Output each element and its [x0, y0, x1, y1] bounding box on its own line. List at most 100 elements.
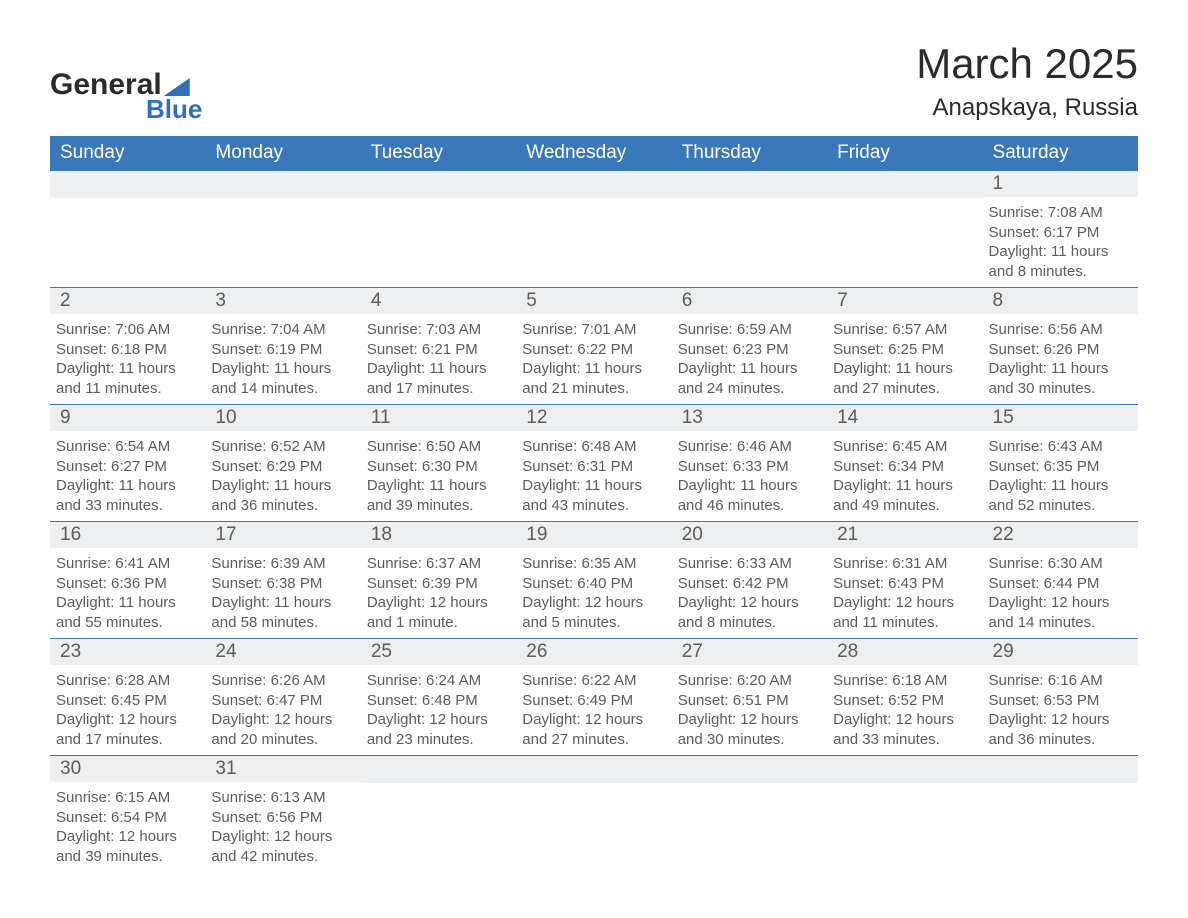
day-details: Sunrise: 6:37 AMSunset: 6:39 PMDaylight:… [361, 548, 516, 638]
blank-day-bar [361, 171, 516, 198]
calendar-day-cell: 9Sunrise: 6:54 AMSunset: 6:27 PMDaylight… [50, 405, 205, 522]
calendar-day-cell [205, 171, 360, 288]
calendar-week-row: 23Sunrise: 6:28 AMSunset: 6:45 PMDayligh… [50, 639, 1138, 756]
sunrise-text: Sunrise: 6:41 AM [56, 554, 199, 574]
day-number: 18 [361, 522, 516, 548]
day-number: 13 [672, 405, 827, 431]
blank-day-bar [672, 756, 827, 783]
calendar-day-cell: 23Sunrise: 6:28 AMSunset: 6:45 PMDayligh… [50, 639, 205, 756]
sunrise-text: Sunrise: 6:33 AM [678, 554, 821, 574]
calendar-day-cell [516, 756, 671, 873]
daylight-text: Daylight: 12 hours and 17 minutes. [56, 710, 199, 749]
daylight-text: Daylight: 12 hours and 20 minutes. [211, 710, 354, 749]
daylight-text: Daylight: 12 hours and 33 minutes. [833, 710, 976, 749]
calendar-day-cell: 5Sunrise: 7:01 AMSunset: 6:22 PMDaylight… [516, 288, 671, 405]
sunrise-text: Sunrise: 6:31 AM [833, 554, 976, 574]
sunset-text: Sunset: 6:18 PM [56, 340, 199, 360]
day-details: Sunrise: 6:22 AMSunset: 6:49 PMDaylight:… [516, 665, 671, 755]
daylight-text: Daylight: 12 hours and 5 minutes. [522, 593, 665, 632]
calendar-day-cell: 16Sunrise: 6:41 AMSunset: 6:36 PMDayligh… [50, 522, 205, 639]
sunset-text: Sunset: 6:33 PM [678, 457, 821, 477]
daylight-text: Daylight: 12 hours and 23 minutes. [367, 710, 510, 749]
sunrise-text: Sunrise: 6:56 AM [989, 320, 1132, 340]
title-block: March 2025 Anapskaya, Russia [916, 40, 1138, 122]
sunrise-text: Sunrise: 6:59 AM [678, 320, 821, 340]
calendar-day-cell: 12Sunrise: 6:48 AMSunset: 6:31 PMDayligh… [516, 405, 671, 522]
day-number: 23 [50, 639, 205, 665]
sunrise-text: Sunrise: 6:57 AM [833, 320, 976, 340]
day-number: 21 [827, 522, 982, 548]
day-details: Sunrise: 6:41 AMSunset: 6:36 PMDaylight:… [50, 548, 205, 638]
day-number: 12 [516, 405, 671, 431]
day-number: 31 [205, 756, 360, 782]
daylight-text: Daylight: 11 hours and 17 minutes. [367, 359, 510, 398]
daylight-text: Daylight: 12 hours and 8 minutes. [678, 593, 821, 632]
calendar-week-row: 1Sunrise: 7:08 AMSunset: 6:17 PMDaylight… [50, 171, 1138, 288]
weekday-header-row: SundayMondayTuesdayWednesdayThursdayFrid… [50, 136, 1138, 171]
day-details: Sunrise: 6:28 AMSunset: 6:45 PMDaylight:… [50, 665, 205, 755]
day-number: 9 [50, 405, 205, 431]
sunset-text: Sunset: 6:23 PM [678, 340, 821, 360]
sunset-text: Sunset: 6:40 PM [522, 574, 665, 594]
logo-line1: General [50, 70, 202, 100]
sunrise-text: Sunrise: 7:04 AM [211, 320, 354, 340]
sunset-text: Sunset: 6:45 PM [56, 691, 199, 711]
daylight-text: Daylight: 11 hours and 27 minutes. [833, 359, 976, 398]
daylight-text: Daylight: 12 hours and 36 minutes. [989, 710, 1132, 749]
calendar-day-cell [361, 756, 516, 873]
day-details: Sunrise: 6:35 AMSunset: 6:40 PMDaylight:… [516, 548, 671, 638]
day-number: 5 [516, 288, 671, 314]
day-details: Sunrise: 6:50 AMSunset: 6:30 PMDaylight:… [361, 431, 516, 521]
daylight-text: Daylight: 11 hours and 8 minutes. [989, 242, 1132, 281]
daylight-text: Daylight: 11 hours and 11 minutes. [56, 359, 199, 398]
sunrise-text: Sunrise: 7:08 AM [989, 203, 1132, 223]
sunrise-text: Sunrise: 6:52 AM [211, 437, 354, 457]
day-number: 4 [361, 288, 516, 314]
logo-text-blue: Blue [146, 96, 202, 122]
day-details: Sunrise: 6:33 AMSunset: 6:42 PMDaylight:… [672, 548, 827, 638]
calendar-day-cell: 26Sunrise: 6:22 AMSunset: 6:49 PMDayligh… [516, 639, 671, 756]
day-details: Sunrise: 6:45 AMSunset: 6:34 PMDaylight:… [827, 431, 982, 521]
day-details: Sunrise: 6:30 AMSunset: 6:44 PMDaylight:… [983, 548, 1138, 638]
day-number: 30 [50, 756, 205, 782]
page-title: March 2025 [916, 40, 1138, 88]
calendar-day-cell: 7Sunrise: 6:57 AMSunset: 6:25 PMDaylight… [827, 288, 982, 405]
calendar-day-cell: 31Sunrise: 6:13 AMSunset: 6:56 PMDayligh… [205, 756, 360, 873]
day-details: Sunrise: 6:46 AMSunset: 6:33 PMDaylight:… [672, 431, 827, 521]
weekday-header: Tuesday [361, 136, 516, 171]
location-label: Anapskaya, Russia [916, 94, 1138, 122]
calendar-day-cell: 20Sunrise: 6:33 AMSunset: 6:42 PMDayligh… [672, 522, 827, 639]
blank-day-bar [361, 756, 516, 783]
sunrise-text: Sunrise: 6:48 AM [522, 437, 665, 457]
sunset-text: Sunset: 6:17 PM [989, 223, 1132, 243]
day-number: 27 [672, 639, 827, 665]
sunrise-text: Sunrise: 6:13 AM [211, 788, 354, 808]
calendar-day-cell: 3Sunrise: 7:04 AMSunset: 6:19 PMDaylight… [205, 288, 360, 405]
sunset-text: Sunset: 6:43 PM [833, 574, 976, 594]
daylight-text: Daylight: 11 hours and 46 minutes. [678, 476, 821, 515]
sunset-text: Sunset: 6:30 PM [367, 457, 510, 477]
day-details: Sunrise: 6:59 AMSunset: 6:23 PMDaylight:… [672, 314, 827, 404]
sunrise-text: Sunrise: 6:37 AM [367, 554, 510, 574]
sunrise-text: Sunrise: 6:20 AM [678, 671, 821, 691]
sunset-text: Sunset: 6:29 PM [211, 457, 354, 477]
calendar-day-cell: 22Sunrise: 6:30 AMSunset: 6:44 PMDayligh… [983, 522, 1138, 639]
sunset-text: Sunset: 6:42 PM [678, 574, 821, 594]
calendar-day-cell: 28Sunrise: 6:18 AMSunset: 6:52 PMDayligh… [827, 639, 982, 756]
sunset-text: Sunset: 6:26 PM [989, 340, 1132, 360]
day-details: Sunrise: 6:31 AMSunset: 6:43 PMDaylight:… [827, 548, 982, 638]
calendar-day-cell: 18Sunrise: 6:37 AMSunset: 6:39 PMDayligh… [361, 522, 516, 639]
sunset-text: Sunset: 6:53 PM [989, 691, 1132, 711]
daylight-text: Daylight: 11 hours and 24 minutes. [678, 359, 821, 398]
blank-day-bar [516, 756, 671, 783]
calendar-day-cell: 19Sunrise: 6:35 AMSunset: 6:40 PMDayligh… [516, 522, 671, 639]
weekday-header: Thursday [672, 136, 827, 171]
calendar-day-cell [827, 756, 982, 873]
sunrise-text: Sunrise: 6:16 AM [989, 671, 1132, 691]
sunset-text: Sunset: 6:39 PM [367, 574, 510, 594]
sunset-text: Sunset: 6:54 PM [56, 808, 199, 828]
header-row: General Blue March 2025 Anapskaya, Russi… [50, 40, 1138, 122]
calendar-day-cell: 21Sunrise: 6:31 AMSunset: 6:43 PMDayligh… [827, 522, 982, 639]
day-details: Sunrise: 6:54 AMSunset: 6:27 PMDaylight:… [50, 431, 205, 521]
day-number: 20 [672, 522, 827, 548]
